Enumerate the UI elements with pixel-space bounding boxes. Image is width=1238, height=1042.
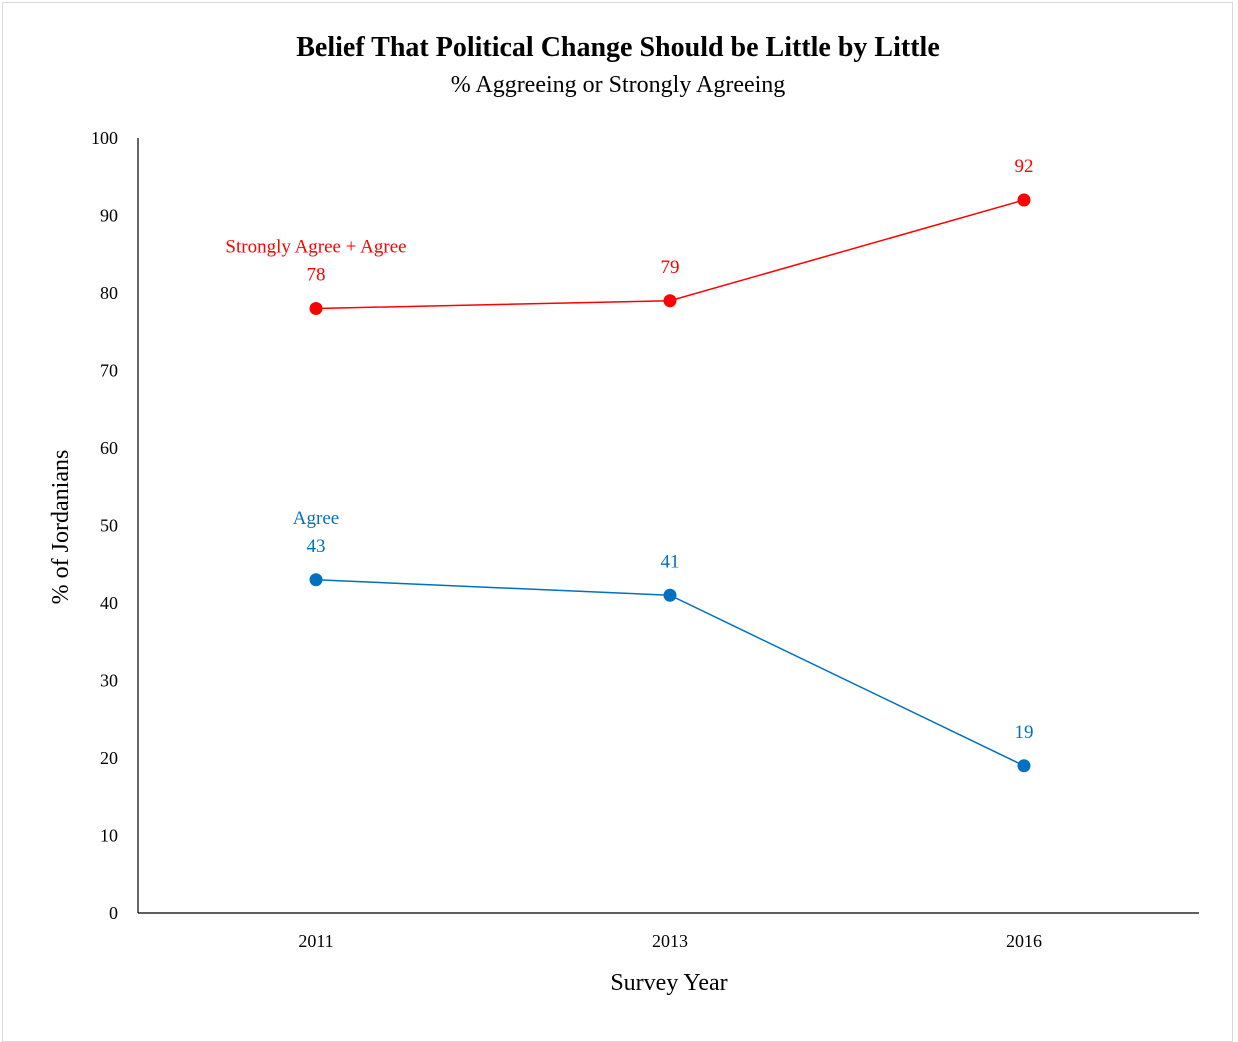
chart-subtitle: % Aggreeing or Strongly Agreeing (451, 72, 786, 98)
y-tick-label: 60 (100, 438, 118, 458)
series-agree: 43 41 19 Agree (293, 508, 1034, 773)
y-tick-label: 80 (100, 283, 118, 303)
data-point (1017, 193, 1031, 207)
data-point (309, 573, 323, 587)
series-label: Agree (293, 508, 339, 529)
data-point (1017, 759, 1031, 773)
y-tick-label: 70 (100, 361, 118, 381)
data-label: 41 (661, 551, 680, 572)
data-point (663, 294, 677, 308)
data-label: 78 (307, 265, 326, 286)
series-strongly-agree-plus-agree: 78 79 92 Strongly Agree + Agree (225, 156, 1034, 315)
data-label: 19 (1015, 722, 1034, 743)
y-tick-label: 100 (91, 128, 118, 148)
chart-title: Belief That Political Change Should be L… (296, 32, 940, 63)
y-axis-title: % of Jordanians (48, 450, 74, 605)
x-axis-ticks: 2011 2013 2016 (298, 931, 1042, 951)
x-axis-title: Survey Year (610, 970, 727, 996)
series-line (315, 579, 1025, 767)
data-point (309, 302, 323, 315)
y-tick-label: 0 (109, 903, 118, 923)
y-tick-label: 10 (100, 826, 118, 846)
y-tick-label: 90 (100, 206, 118, 226)
series-label: Strongly Agree + Agree (225, 237, 406, 258)
series-layer: 78 79 92 Strongly Agree + Agree 43 41 19 Agree (225, 156, 1034, 773)
y-tick-label: 50 (100, 516, 118, 536)
x-tick-label: 2016 (1006, 931, 1042, 951)
data-label: 43 (307, 536, 326, 557)
data-label: 92 (1015, 156, 1034, 177)
y-tick-label: 30 (100, 671, 118, 691)
y-tick-label: 20 (100, 748, 118, 768)
y-axis-ticks: 0 10 20 30 40 50 60 70 80 90 100 (91, 128, 118, 923)
x-tick-label: 2011 (298, 931, 333, 951)
data-label: 79 (661, 257, 680, 278)
series-line (315, 199, 1025, 310)
x-tick-label: 2013 (652, 931, 688, 951)
data-point (663, 588, 677, 602)
y-tick-label: 40 (100, 593, 118, 613)
